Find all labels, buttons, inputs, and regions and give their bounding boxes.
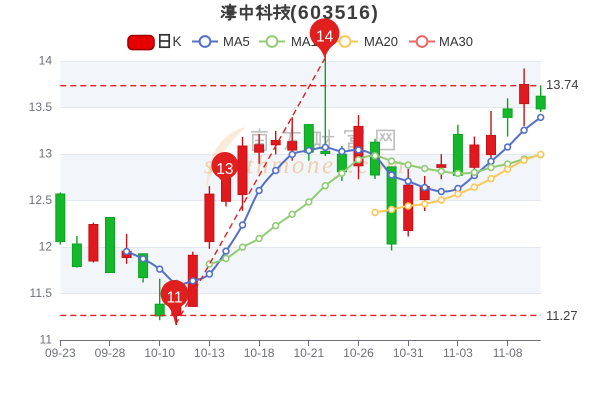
svg-text:10-18: 10-18 xyxy=(244,346,275,360)
svg-text:(603516): (603516) xyxy=(290,2,379,24)
svg-text:K: K xyxy=(173,34,182,49)
svg-text:11.5: 11.5 xyxy=(30,286,53,300)
svg-text:11: 11 xyxy=(40,332,53,346)
svg-text:MA20: MA20 xyxy=(364,34,398,49)
svg-text:13.74: 13.74 xyxy=(546,77,579,92)
svg-text:MA5: MA5 xyxy=(223,34,250,49)
svg-text:13.5: 13.5 xyxy=(29,100,53,114)
svg-text:10-13: 10-13 xyxy=(194,346,225,360)
svg-text:11: 11 xyxy=(167,289,183,306)
svg-text:12.5: 12.5 xyxy=(29,193,53,207)
svg-text:14: 14 xyxy=(39,53,53,67)
svg-text:10-31: 10-31 xyxy=(393,346,424,360)
svg-text:13: 13 xyxy=(216,161,233,178)
svg-text:10-10: 10-10 xyxy=(144,346,175,360)
svg-text:11-08: 11-08 xyxy=(493,346,523,360)
svg-text:12: 12 xyxy=(39,239,53,253)
svg-text:09-23: 09-23 xyxy=(45,346,76,360)
svg-text:MA30: MA30 xyxy=(439,34,473,49)
svg-text:11-03: 11-03 xyxy=(443,346,473,360)
svg-text:09-28: 09-28 xyxy=(95,346,126,360)
svg-text:11.27: 11.27 xyxy=(546,308,578,323)
svg-text:10-21: 10-21 xyxy=(293,346,324,360)
svg-text:10-26: 10-26 xyxy=(343,346,374,360)
svg-text:13: 13 xyxy=(39,146,53,160)
svg-text:14: 14 xyxy=(316,29,334,46)
